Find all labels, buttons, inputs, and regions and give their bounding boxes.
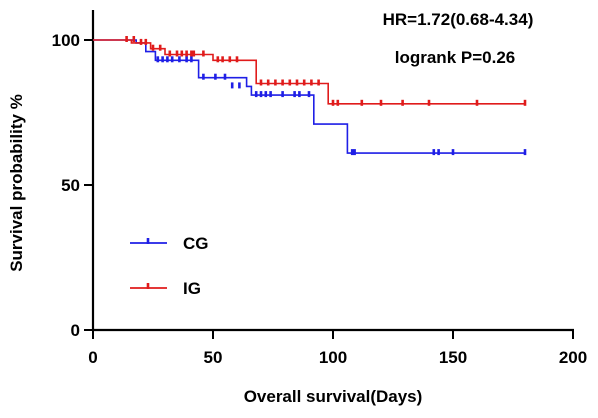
legend-label: IG	[183, 279, 201, 298]
x-tick-label: 150	[439, 348, 467, 367]
legend: CG IG	[130, 234, 209, 298]
legend-item-cg: CG	[130, 234, 209, 253]
logrank-p-annotation: logrank P=0.26	[395, 48, 515, 67]
y-tick-label: 0	[71, 321, 80, 340]
x-tick-label: 200	[559, 348, 587, 367]
series-layer	[93, 36, 527, 156]
y-tick-label: 100	[52, 31, 80, 50]
legend-label: CG	[183, 234, 209, 253]
hazard-ratio-annotation: HR=1.72(0.68-4.34)	[383, 10, 534, 29]
legend-item-ig: IG	[130, 279, 201, 298]
x-tick-label: 50	[204, 348, 223, 367]
series-ig	[93, 36, 527, 106]
y-axis-label: Survival probability %	[7, 94, 26, 272]
x-tick-label: 100	[319, 348, 347, 367]
axes: 0 50 100 150 200 0 50 100	[52, 10, 587, 367]
x-axis-label: Overall survival(Days)	[244, 387, 423, 406]
x-tick-label: 0	[88, 348, 97, 367]
y-tick-label: 50	[61, 176, 80, 195]
